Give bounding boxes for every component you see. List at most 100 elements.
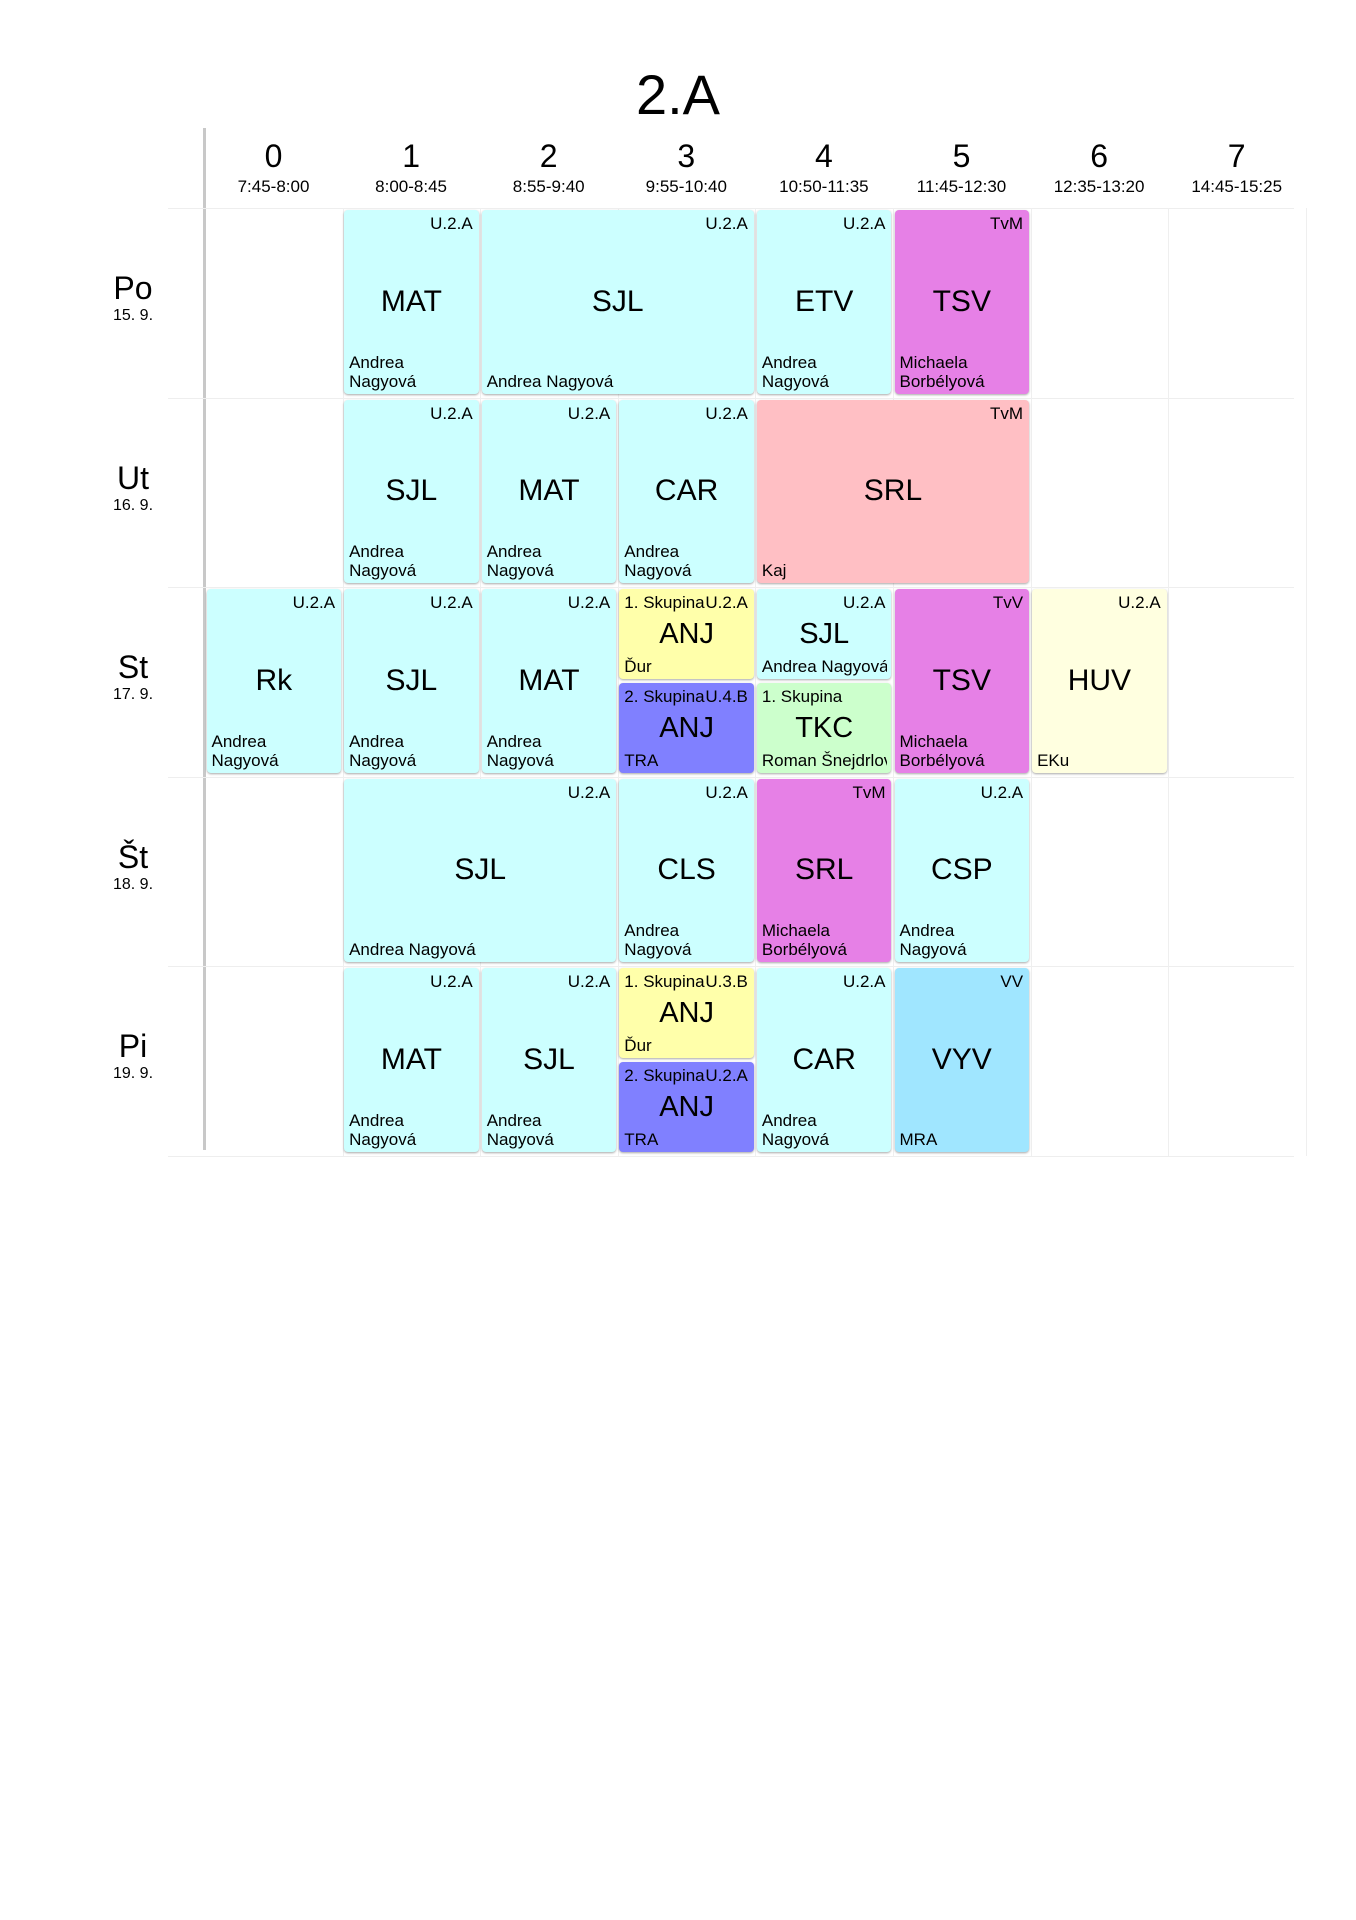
lesson-card[interactable]: 1. Skupina TKC Roman Šnejdrlová bbox=[756, 682, 892, 773]
lesson-teacher: Andrea Nagyová bbox=[486, 1110, 554, 1149]
lesson-subject: ANJ bbox=[659, 711, 714, 744]
lesson-room: U.2.A bbox=[842, 593, 886, 612]
lesson-card[interactable]: VV VYV MRA bbox=[894, 968, 1030, 1152]
lesson-subject: ANJ bbox=[659, 997, 714, 1029]
day-label: Ut 16. 9. bbox=[90, 460, 176, 516]
period-number: 0 bbox=[264, 138, 283, 174]
lesson-subject: TSV bbox=[932, 663, 991, 697]
lesson-teacher: Andrea Nagyová bbox=[349, 542, 417, 580]
lesson-room: U.2.A bbox=[705, 403, 748, 423]
lesson-card[interactable]: TvV TSV Michaela Borbélyová bbox=[894, 589, 1030, 773]
lesson-subject: TSV bbox=[932, 284, 991, 318]
lesson-room: U.2.A bbox=[567, 403, 611, 423]
lesson-subject: ANJ bbox=[659, 618, 714, 650]
grid-row bbox=[168, 587, 1294, 777]
lesson-room: U.2.A bbox=[705, 1065, 748, 1085]
lesson-card[interactable]: TvM TSV Michaela Borbélyová bbox=[894, 210, 1030, 394]
lesson-subject: HUV bbox=[1067, 663, 1132, 697]
lesson-teacher: Kaj bbox=[761, 561, 787, 580]
lesson-subject: SJL bbox=[591, 284, 644, 318]
lesson-teacher: Andrea Nagyová bbox=[486, 371, 614, 391]
day-label: St 17. 9. bbox=[90, 649, 176, 705]
lesson-card[interactable]: 2. Skupina U.4.B ANJ TRA bbox=[619, 682, 754, 773]
lesson-group: 2. Skupina bbox=[624, 1065, 705, 1085]
lesson-room: U.2.A bbox=[430, 214, 473, 233]
lesson-subject: CLS bbox=[657, 853, 716, 887]
lesson-room: U.3.B bbox=[705, 972, 748, 991]
vertical-divider bbox=[203, 128, 206, 1150]
lesson-subject: MAT bbox=[518, 474, 580, 508]
lesson-teacher: Andrea Nagyová bbox=[624, 542, 692, 580]
lesson-card[interactable]: U.2.A SJL Andrea Nagyová bbox=[344, 589, 479, 773]
lesson-card[interactable]: TvM SRL Michaela Borbélyová bbox=[756, 778, 892, 962]
lesson-room: U.2.A bbox=[980, 782, 1024, 802]
lesson-subject: CAR bbox=[654, 474, 719, 508]
period-number: 3 bbox=[677, 138, 696, 174]
lesson-card[interactable]: U.2.A MAT Andrea Nagyová bbox=[344, 210, 479, 394]
lesson-room: U.2.A bbox=[430, 593, 473, 612]
day-name: St bbox=[117, 649, 149, 685]
lesson-room: TvM bbox=[990, 403, 1024, 423]
day-name: Pi bbox=[118, 1028, 148, 1064]
lesson-subject: SJL bbox=[385, 474, 438, 508]
period-time: 8:55-9:40 bbox=[512, 177, 585, 196]
lesson-card[interactable]: U.2.A HUV EKu bbox=[1032, 589, 1167, 773]
lesson-card[interactable]: U.2.A MAT Andrea Nagyová bbox=[481, 589, 617, 773]
lesson-teacher: Andrea Nagyová bbox=[349, 940, 476, 959]
lesson-card[interactable]: U.2.A Rk Andrea Nagyová bbox=[206, 589, 342, 773]
lesson-teacher: TRA bbox=[624, 1129, 659, 1149]
lesson-card[interactable]: U.2.A MAT Andrea Nagyová bbox=[481, 399, 617, 583]
lesson-card[interactable]: U.2.A CSP Andrea Nagyová bbox=[894, 778, 1030, 962]
lesson-card[interactable]: U.2.A SJL Andrea Nagyová bbox=[344, 399, 479, 583]
lesson-group: 1. Skupina bbox=[624, 593, 705, 612]
period-number: 4 bbox=[814, 138, 833, 174]
lesson-room: TvV bbox=[992, 593, 1024, 612]
lesson-room: U.2.A bbox=[430, 403, 473, 423]
lesson-subject: SJL bbox=[523, 1042, 575, 1076]
lesson-card[interactable]: U.2.A CLS Andrea Nagyová bbox=[619, 778, 754, 962]
lesson-card[interactable]: U.2.A SJL Andrea Nagyová bbox=[481, 968, 617, 1152]
day-label: Po 15. 9. bbox=[90, 270, 176, 326]
lesson-teacher: MRA bbox=[899, 1129, 938, 1149]
lesson-card[interactable]: 1. Skupina U.2.A ANJ Ďur bbox=[619, 589, 754, 679]
lesson-card[interactable]: U.2.A CAR Andrea Nagyová bbox=[756, 968, 892, 1152]
lesson-subject: ANJ bbox=[659, 1090, 714, 1123]
lesson-subject: SJL bbox=[799, 618, 850, 650]
lesson-card[interactable]: U.2.A SJL Andrea Nagyová bbox=[344, 778, 617, 962]
lesson-subject: SRL bbox=[795, 853, 854, 887]
lesson-subject: MAT bbox=[380, 284, 442, 318]
lesson-card[interactable]: TvM SRL Kaj bbox=[756, 399, 1030, 583]
grid-column-line bbox=[342, 208, 344, 1156]
lesson-group: 1. Skupina bbox=[624, 972, 705, 991]
lesson-card[interactable]: U.2.A CAR Andrea Nagyová bbox=[619, 399, 754, 583]
period-time: 11:45-12:30 bbox=[916, 177, 1007, 196]
lesson-card[interactable]: 2. Skupina U.2.A ANJ TRA bbox=[619, 1061, 754, 1152]
period-number: 7 bbox=[1227, 138, 1246, 174]
lesson-teacher: Andrea Nagyová bbox=[899, 921, 967, 959]
lesson-card[interactable]: U.2.A ETV Andrea Nagyová bbox=[756, 210, 892, 394]
lesson-card[interactable]: U.2.A SJL Andrea Nagyová bbox=[481, 210, 754, 394]
lesson-card[interactable]: U.2.A SJL Andrea Nagyová bbox=[756, 589, 892, 679]
day-date: 15. 9. bbox=[112, 307, 154, 324]
lesson-room: TvM bbox=[852, 782, 886, 802]
lesson-room: U.2.A bbox=[292, 593, 336, 612]
lesson-subject: MAT bbox=[518, 663, 580, 697]
lesson-subject: CAR bbox=[792, 1042, 856, 1076]
lesson-group: 2. Skupina bbox=[624, 686, 705, 706]
day-label: Št 18. 9. bbox=[90, 839, 176, 895]
grid-column-line bbox=[1305, 208, 1307, 1156]
lesson-teacher: Andrea Nagyová bbox=[349, 731, 417, 770]
grid-column-line bbox=[1168, 208, 1170, 1156]
lesson-subject: SJL bbox=[454, 853, 507, 887]
lesson-teacher: Michaela Borbélyová bbox=[899, 352, 985, 391]
lesson-card[interactable]: 1. Skupina U.3.B ANJ Ďur bbox=[619, 968, 754, 1058]
lesson-room: U.2.A bbox=[1118, 593, 1161, 612]
lesson-subject: MAT bbox=[380, 1042, 442, 1076]
day-date: 19. 9. bbox=[112, 1065, 154, 1082]
page-title: 2.A bbox=[635, 63, 721, 126]
grid-row bbox=[168, 208, 1294, 398]
lesson-teacher: Andrea Nagyová bbox=[761, 656, 888, 676]
grid-column-line bbox=[617, 208, 619, 1156]
lesson-card[interactable]: U.2.A MAT Andrea Nagyová bbox=[344, 968, 479, 1152]
grid-column-line bbox=[480, 208, 482, 1156]
